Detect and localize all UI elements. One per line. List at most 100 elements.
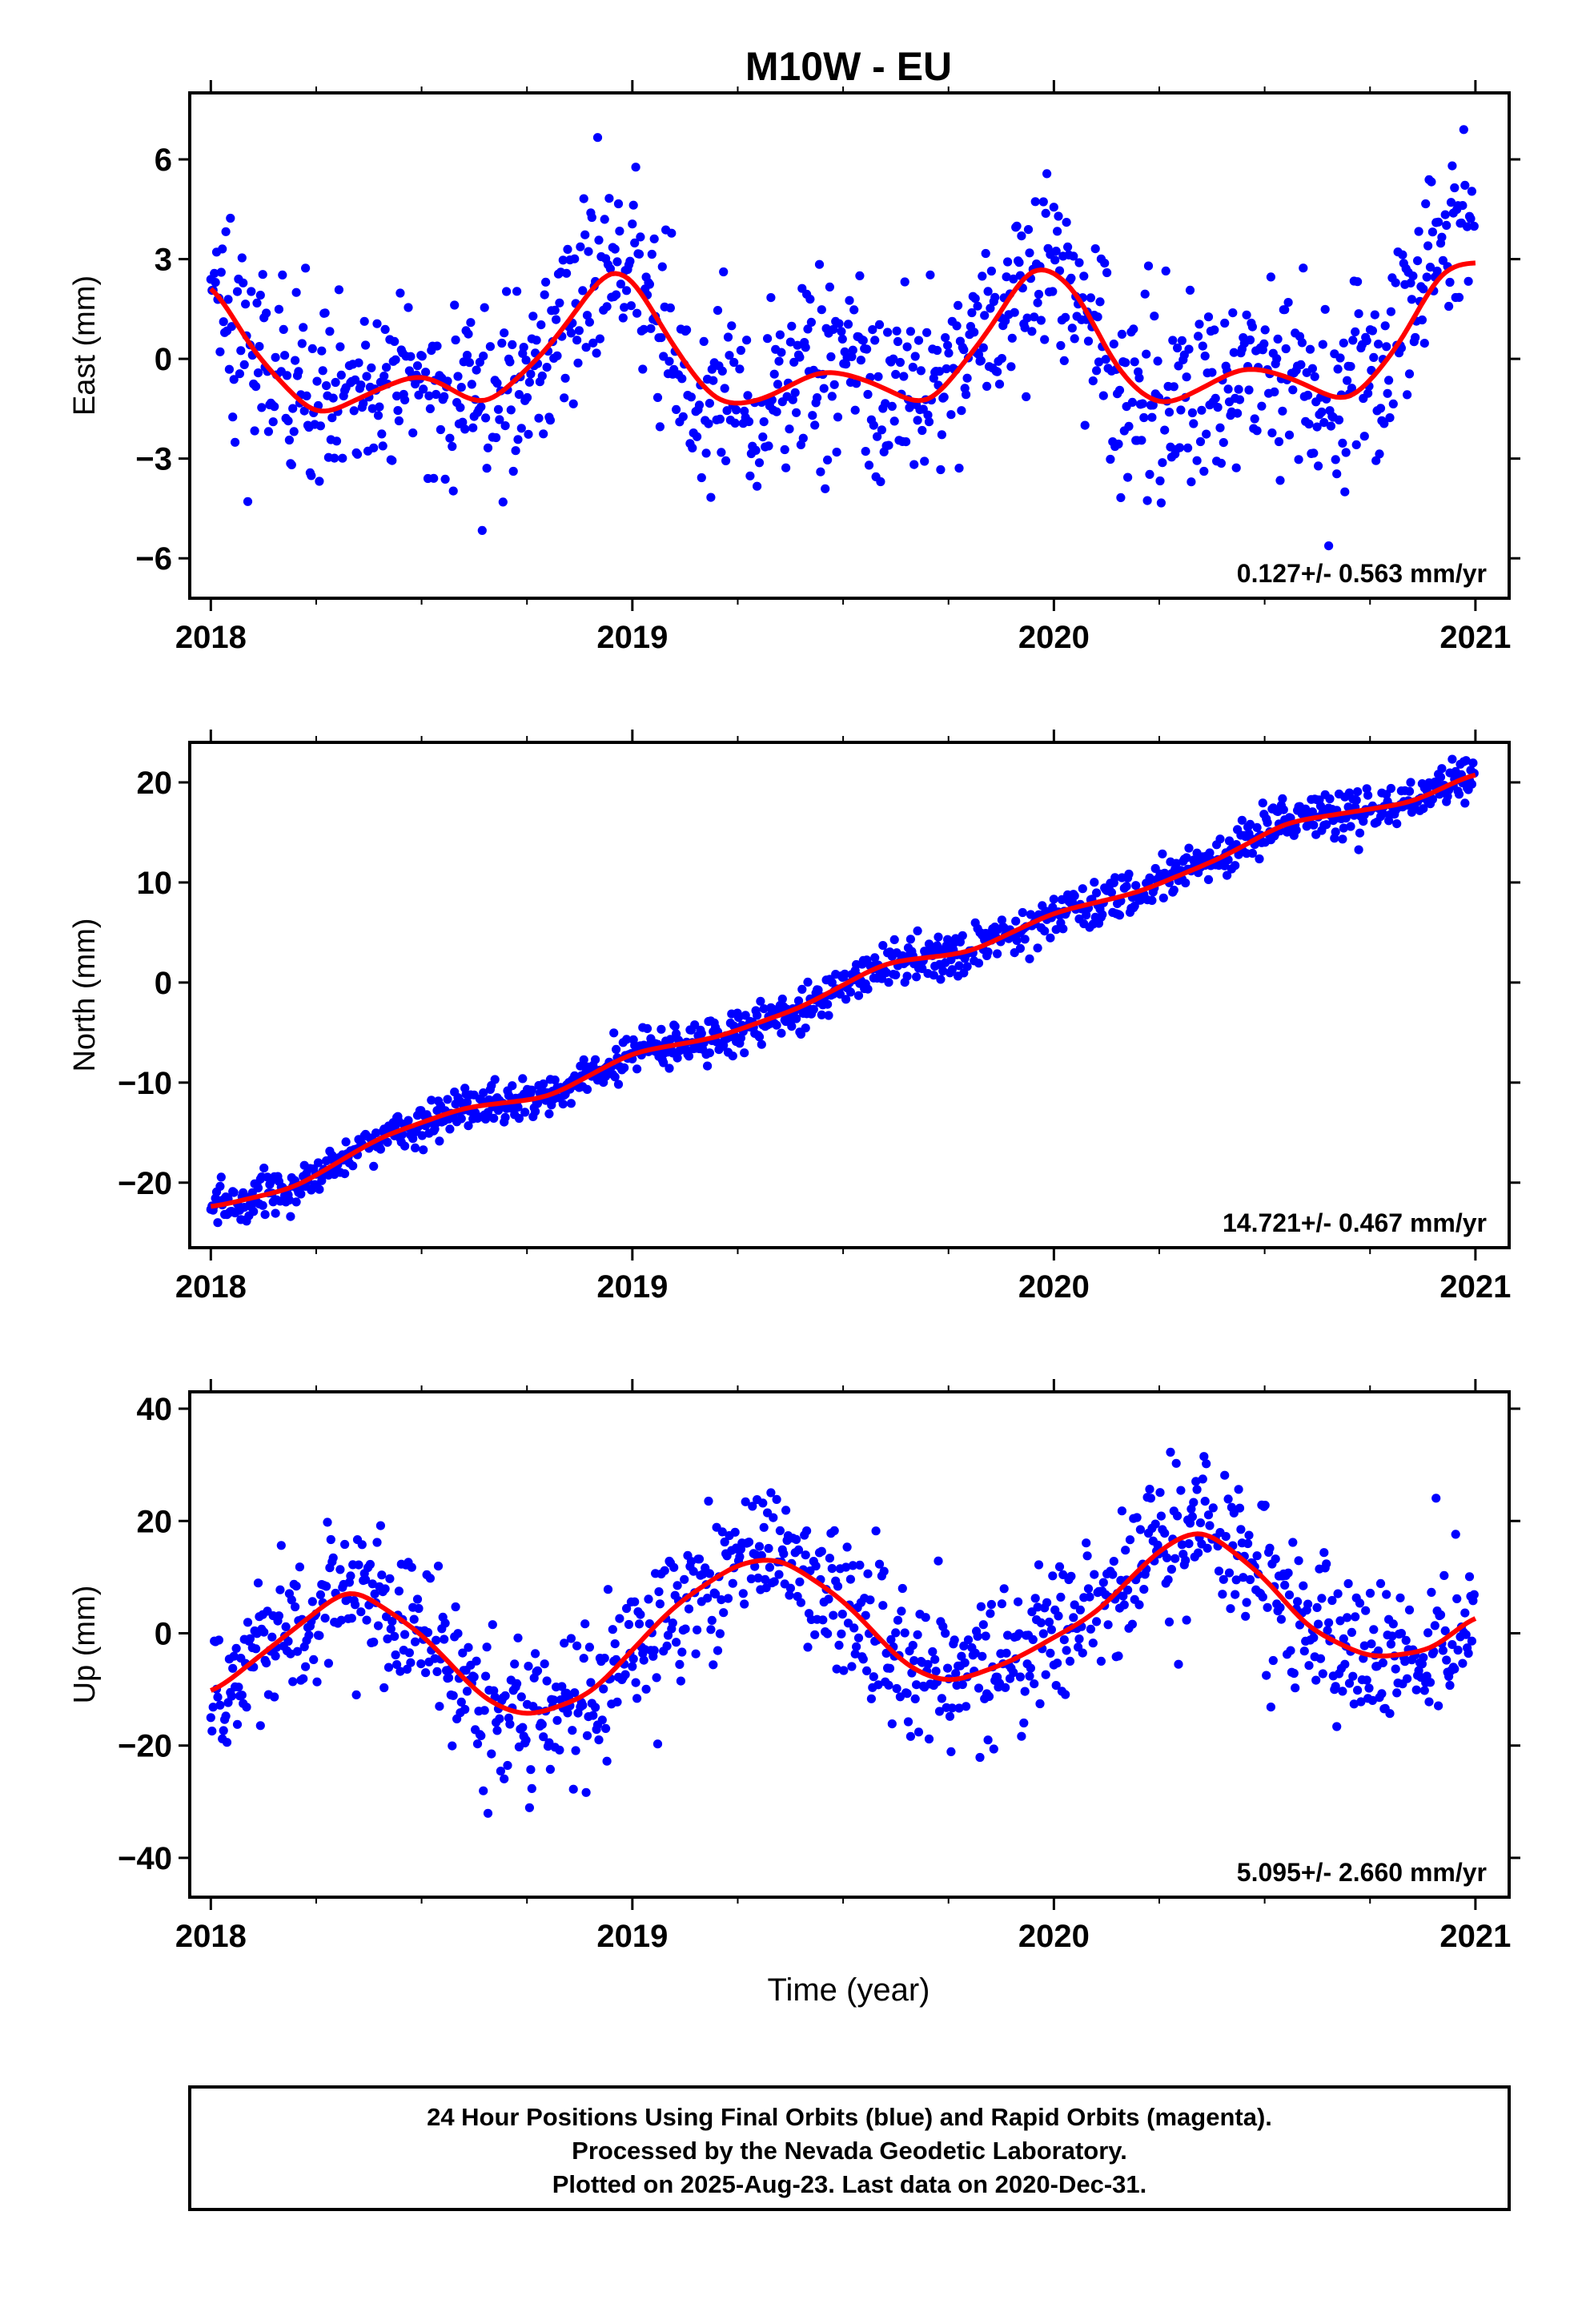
up-point (1074, 1634, 1084, 1644)
up-point (1317, 1594, 1327, 1603)
east-point (508, 340, 517, 349)
north-point (1339, 823, 1348, 833)
east-point (869, 420, 878, 430)
east-point (477, 525, 487, 536)
up-data-points (206, 1447, 1479, 1818)
east-point (280, 351, 290, 360)
north-point (1131, 881, 1141, 891)
east-point (1083, 336, 1094, 346)
up-y-tick-label: −20 (118, 1729, 172, 1764)
north-point (579, 1055, 588, 1064)
up-point (440, 1634, 449, 1644)
up-point (242, 1703, 251, 1712)
up-point (1294, 1556, 1303, 1566)
up-point (1194, 1548, 1203, 1558)
up-point (921, 1613, 930, 1622)
north-point (462, 1097, 472, 1107)
up-point (1369, 1625, 1379, 1634)
up-point (1458, 1659, 1468, 1668)
east-point (946, 410, 956, 420)
up-point (902, 1689, 912, 1699)
up-point (1001, 1683, 1010, 1692)
up-point (312, 1677, 322, 1687)
up-point (817, 1546, 826, 1556)
east-point (769, 369, 779, 379)
east-point (1403, 390, 1412, 400)
east-point (827, 392, 837, 401)
up-point (1139, 1585, 1149, 1594)
north-point (1106, 887, 1116, 898)
east-point (913, 336, 924, 345)
up-point (482, 1642, 492, 1652)
up-point (1338, 1687, 1347, 1696)
up-point (853, 1633, 864, 1642)
east-point (1199, 466, 1209, 476)
up-point (1283, 1568, 1293, 1578)
north-point (997, 915, 1006, 925)
east-point (1296, 360, 1306, 369)
north-x-tick-label: 2019 (596, 1269, 668, 1305)
east-point (1347, 384, 1356, 393)
north-point (1203, 875, 1214, 884)
east-point (997, 354, 1006, 364)
up-point (1356, 1697, 1366, 1707)
up-point (1218, 1590, 1227, 1599)
up-point (1163, 1575, 1173, 1585)
east-point (1278, 406, 1287, 416)
east-point (863, 389, 873, 400)
up-point (852, 1642, 861, 1651)
up-point (1315, 1654, 1326, 1663)
east-point (729, 357, 739, 368)
up-point (1400, 1657, 1410, 1667)
east-point (1098, 391, 1108, 400)
east-point (1086, 293, 1095, 303)
up-point (552, 1715, 562, 1725)
north-point (1468, 758, 1478, 768)
up-point (453, 1629, 463, 1638)
east-point (1168, 336, 1178, 345)
east-point (1380, 321, 1390, 331)
up-point (1187, 1512, 1197, 1522)
up-point (1014, 1597, 1023, 1606)
up-point (237, 1691, 247, 1700)
up-point (1234, 1485, 1243, 1494)
north-point (1046, 933, 1055, 943)
east-point (1312, 422, 1322, 432)
up-point (603, 1585, 613, 1594)
up-point (691, 1649, 701, 1659)
up-x-tick-label: 2019 (596, 1919, 668, 1954)
east-x-tick-label: 2019 (596, 620, 668, 655)
north-point (777, 1028, 786, 1038)
up-point (1245, 1574, 1255, 1585)
north-point (740, 1048, 749, 1058)
up-x-tick-label: 2018 (175, 1919, 247, 1954)
north-point (929, 971, 938, 980)
up-point (785, 1583, 796, 1593)
up-point (759, 1522, 769, 1532)
east-point (1161, 266, 1170, 275)
north-point (1467, 779, 1476, 789)
east-point (697, 472, 706, 483)
north-point (229, 1188, 239, 1197)
east-point (1242, 310, 1251, 320)
up-point (903, 1717, 913, 1727)
east-point (1139, 412, 1149, 423)
east-point (1259, 339, 1269, 348)
up-point (931, 1667, 941, 1676)
east-point (1213, 403, 1223, 412)
east-point (874, 320, 885, 329)
north-point (938, 966, 948, 976)
up-point (1166, 1565, 1176, 1574)
east-point (837, 327, 846, 336)
east-point (1014, 258, 1024, 267)
north-point (253, 1183, 263, 1192)
north-point (1325, 794, 1335, 804)
up-point (372, 1538, 382, 1547)
up-point (1299, 1647, 1309, 1656)
north-point (943, 935, 953, 944)
north-point (1015, 943, 1025, 953)
east-point (615, 227, 624, 236)
up-point (291, 1582, 301, 1591)
up-point (738, 1589, 748, 1598)
east-point (584, 247, 593, 256)
